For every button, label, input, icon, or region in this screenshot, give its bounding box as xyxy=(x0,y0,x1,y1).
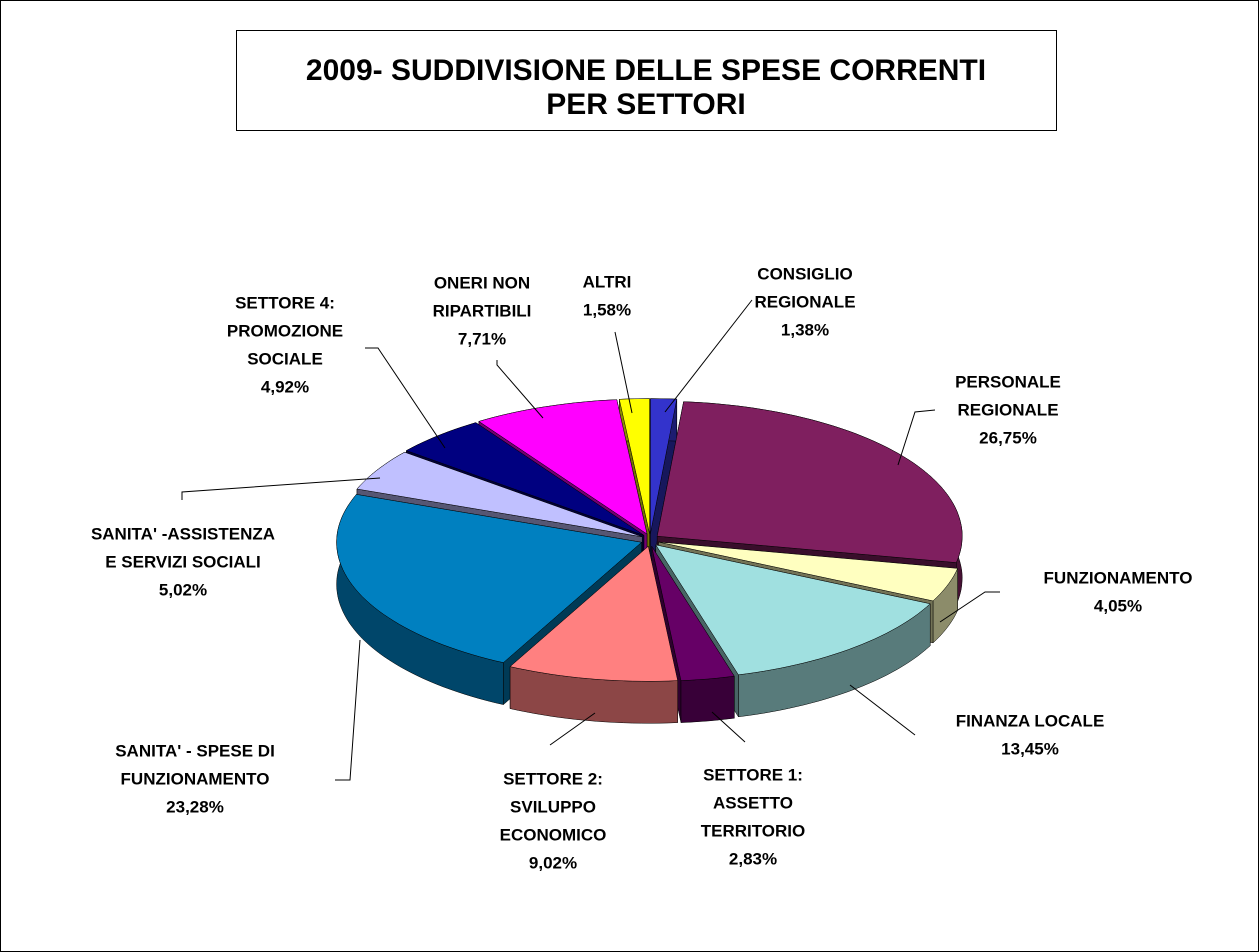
slice-label: ECONOMICO xyxy=(500,825,607,844)
slice-label: REGIONALE xyxy=(957,400,1058,419)
leader-line xyxy=(711,711,746,743)
slice-label: FUNZIONAMENTO xyxy=(121,769,270,788)
value-label: 9,02% xyxy=(529,853,577,872)
slice xyxy=(650,398,678,534)
slice xyxy=(356,451,643,538)
slice xyxy=(509,545,679,682)
title-box xyxy=(236,30,1057,131)
value-label: 5,02% xyxy=(159,580,207,599)
slice-label: PROMOZIONE xyxy=(227,321,343,340)
value-label: 7,71% xyxy=(458,329,506,348)
slice-label: FUNZIONAMENTO xyxy=(1044,568,1193,587)
value-label: 2,83% xyxy=(729,849,777,868)
slice-label: REGIONALE xyxy=(754,292,855,311)
leader-line xyxy=(664,299,753,413)
leader-line xyxy=(496,360,544,419)
value-label: 23,28% xyxy=(166,797,224,816)
value-label: 1,38% xyxy=(781,320,829,339)
slice-label: RIPARTIBILI xyxy=(433,301,532,320)
leader-line xyxy=(335,639,361,781)
value-label: 26,75% xyxy=(979,428,1037,447)
slice-label: SANITA' - SPESE DI xyxy=(115,741,275,760)
leader-line xyxy=(897,409,936,466)
slice-side xyxy=(680,675,735,723)
slice-label: FINANZA LOCALE xyxy=(956,711,1105,730)
leader-line xyxy=(939,591,1000,623)
value-label: 1,58% xyxy=(583,300,631,319)
leader-line xyxy=(549,712,596,746)
leader-line xyxy=(849,684,916,736)
slice-label: ASSETTO xyxy=(713,793,793,812)
value-label: 4,05% xyxy=(1094,596,1142,615)
slice xyxy=(655,544,931,676)
slice-label: SANITA' -ASSISTENZA xyxy=(91,524,275,543)
slice xyxy=(618,398,650,534)
leader-line xyxy=(181,477,381,500)
slice-label: SETTORE 1: xyxy=(703,765,803,784)
leader-line xyxy=(614,331,633,414)
slice-label: SETTORE 2: xyxy=(503,769,603,788)
leader-line xyxy=(365,347,446,449)
slice-label: ALTRI xyxy=(583,272,632,291)
slice xyxy=(658,541,958,602)
slice xyxy=(651,546,735,681)
slice-label: ONERI NON xyxy=(434,273,530,292)
slice-label: E SERVIZI SOCIALI xyxy=(105,552,261,571)
value-label: 4,92% xyxy=(261,377,309,396)
chart-title: 2009- SUDDIVISIONE DELLE SPESE CORRENTI xyxy=(306,54,986,87)
slice xyxy=(336,494,643,663)
chart-title: PER SETTORI xyxy=(546,88,745,121)
value-label: 13,45% xyxy=(1001,739,1059,758)
slice xyxy=(478,399,648,535)
slice-label: SVILUPPO xyxy=(510,797,596,816)
slice-label: TERRITORIO xyxy=(701,821,806,840)
slice-label: SOCIALE xyxy=(247,349,323,368)
slice-label: CONSIGLIO xyxy=(757,264,852,283)
slice xyxy=(405,422,645,536)
slice-label: PERSONALE xyxy=(955,372,1061,391)
slice-label: SETTORE 4: xyxy=(235,293,335,312)
